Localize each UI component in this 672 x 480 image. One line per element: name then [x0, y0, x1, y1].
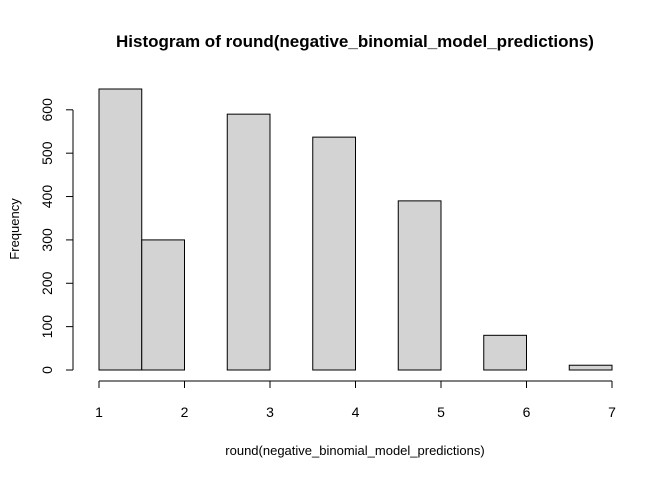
x-axis-label: round(negative_binomial_model_prediction…: [225, 443, 484, 458]
y-axis: 0 100 200 300 400 500 600: [39, 98, 74, 374]
x-tick-label: 2: [181, 404, 189, 420]
x-tick-label: 6: [523, 404, 531, 420]
histogram-bar: [226, 113, 271, 371]
histogram-bars: [98, 88, 613, 371]
x-tick-label: 7: [608, 404, 616, 420]
chart-title: Histogram of round(negative_binomial_mod…: [116, 32, 594, 51]
y-tick-label: 400: [39, 185, 55, 209]
y-tick-label: 300: [39, 228, 55, 252]
x-tick-label: 3: [266, 404, 274, 420]
histogram-bar: [98, 88, 143, 371]
histogram-bar: [568, 364, 613, 371]
x-tick-label: 4: [352, 404, 360, 420]
y-tick-label: 0: [39, 366, 55, 374]
x-tick-label: 1: [95, 404, 103, 420]
y-tick-label: 600: [39, 98, 55, 122]
histogram-bar: [397, 200, 442, 371]
y-tick-label: 100: [39, 315, 55, 339]
x-tick-label: 5: [437, 404, 445, 420]
histogram-bar: [483, 334, 527, 371]
y-tick-label: 500: [39, 141, 55, 165]
x-axis: 1 2 3 4 5 6 7: [95, 380, 616, 420]
y-tick-label: 200: [39, 271, 55, 295]
histogram-bar: [312, 136, 356, 371]
histogram-bar: [141, 239, 185, 371]
y-axis-label: Frequency: [7, 198, 22, 260]
